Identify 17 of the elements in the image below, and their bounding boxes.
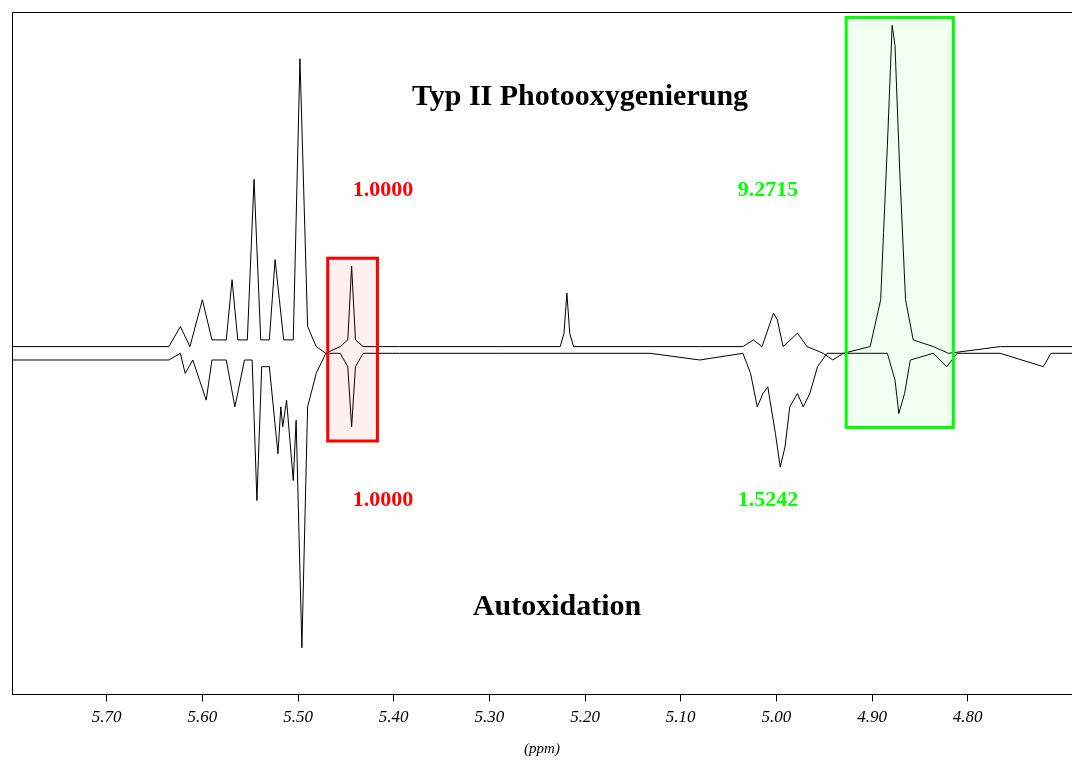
x-tick-label: 5.00	[761, 707, 792, 727]
annotation: 9.2715	[737, 175, 799, 201]
x-tick-label: 5.40	[378, 707, 410, 727]
x-tick-label: 5.50	[283, 707, 314, 727]
x-tick-label: 5.10	[665, 707, 697, 727]
annotation: Typ II Photooxygenierung	[411, 77, 749, 111]
x-tick-label: 5.30	[474, 707, 505, 727]
annotation: 1.0000	[352, 485, 414, 511]
x-tick-label: 4.80	[952, 707, 984, 727]
x-axis-title: (ppm)	[524, 739, 560, 757]
annotation: Autoxidation	[472, 587, 642, 621]
x-tick-label: 5.20	[570, 707, 601, 727]
x-tick-label: 5.70	[91, 707, 123, 727]
annotation: 1.5242	[737, 485, 799, 511]
annotation: 1.0000	[352, 175, 414, 201]
x-tick-label: 5.60	[187, 707, 218, 727]
x-tick-label: 4.90	[857, 707, 888, 727]
